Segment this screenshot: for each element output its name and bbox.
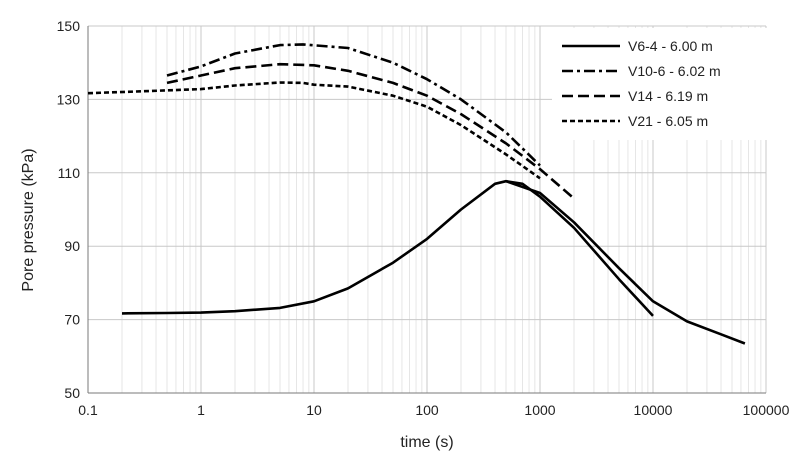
- series-line-1: [121, 179, 654, 317]
- legend-label: V21 - 6.05 m: [628, 113, 708, 129]
- y-tick-label: 150: [57, 18, 81, 34]
- x-tick-label: 100: [415, 402, 439, 418]
- x-axis-title: time (s): [400, 434, 453, 451]
- series-line-4: [166, 62, 575, 200]
- x-tick-label: 1000: [524, 402, 555, 418]
- series-line-3: [166, 43, 541, 167]
- x-tick-label: 0.1: [78, 402, 98, 418]
- y-tick-label: 90: [64, 238, 80, 254]
- series-line-5: [87, 81, 541, 180]
- x-tick-label: 1: [197, 402, 205, 418]
- x-tick-label: 100000: [743, 402, 790, 418]
- y-axis-title: Pore pressure (kPa): [20, 148, 37, 291]
- series-line-2: [505, 179, 746, 345]
- legend-label: V10-6 - 6.02 m: [628, 63, 721, 79]
- legend: V6-4 - 6.00 m V10-6 - 6.02 m V14 - 6.19 m V…: [552, 28, 770, 140]
- x-tick-label: 10: [306, 402, 322, 418]
- y-tick-label: 70: [64, 312, 80, 328]
- legend-label: V6-4 - 6.00 m: [628, 38, 713, 54]
- y-tick-label: 130: [57, 91, 81, 107]
- y-tick-label: 50: [64, 385, 80, 401]
- legend-label: V14 - 6.19 m: [628, 88, 708, 104]
- grid: [87, 25, 767, 394]
- y-tick-label: 110: [58, 165, 81, 181]
- series-lines: [87, 43, 746, 345]
- x-tick-label: 10000: [634, 402, 673, 418]
